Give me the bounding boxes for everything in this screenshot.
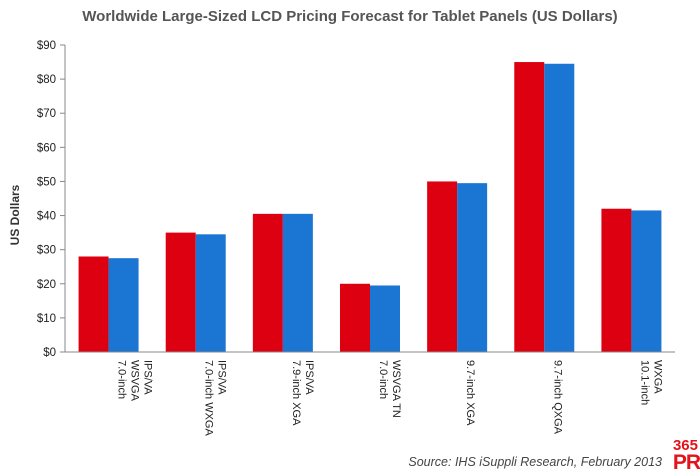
y-tick-label: $0 bbox=[43, 347, 56, 359]
logo-letters: PR bbox=[672, 451, 700, 474]
y-tick-label: $90 bbox=[37, 40, 56, 52]
y-axis-ticks: $0 $10 $20 $30 $40 $50 $60 $70 $80 $90 bbox=[37, 40, 65, 359]
x-tick-label: 7.0-inchWSVGAIPS/VA bbox=[116, 360, 154, 402]
svg-text:7.0-inchWSVGAIPS/VA: 7.0-inchWSVGAIPS/VA bbox=[116, 360, 154, 402]
x-tick-label: 10.1-inchWXGA bbox=[638, 360, 663, 405]
bar-series-1-category-1 bbox=[78, 256, 109, 352]
logo-number: 365 bbox=[672, 437, 698, 454]
bar-series-2-category-3 bbox=[282, 213, 313, 352]
y-tick-label: $70 bbox=[37, 108, 56, 120]
bar-series-1-category-7 bbox=[601, 208, 632, 352]
svg-text:7.9-inch XGAIPS/VA: 7.9-inch XGAIPS/VA bbox=[290, 360, 315, 426]
y-tick-label: $80 bbox=[37, 74, 56, 86]
x-axis-ticks: 7.0-inchWSVGAIPS/VA 7.0-inch WXGAIPS/VA 7.… bbox=[116, 360, 664, 436]
x-tick-label: 7.0-inchWSVGA TN bbox=[377, 360, 402, 418]
bar-series-2-category-5 bbox=[457, 183, 488, 352]
source-note: Source: IHS iSuppli Research, February 2… bbox=[408, 455, 662, 469]
y-tick-label: $50 bbox=[37, 176, 56, 188]
bar-series-1-category-6 bbox=[514, 62, 545, 353]
x-tick-label: 7.9-inch XGAIPS/VA bbox=[290, 360, 315, 426]
x-tick-label: 9.7-inch QXGA bbox=[551, 360, 563, 435]
bar-series-1-category-3 bbox=[252, 213, 283, 352]
bar-series-2-category-4 bbox=[370, 285, 400, 352]
svg-text:9.7-inch QXGA: 9.7-inch QXGA bbox=[551, 360, 563, 435]
bar-series-2-category-7 bbox=[631, 210, 662, 352]
bar-series-2-category-2 bbox=[195, 234, 226, 352]
y-tick-label: $20 bbox=[37, 279, 56, 291]
svg-text:7.0-inch WXGAIPS/VA: 7.0-inch WXGAIPS/VA bbox=[203, 360, 228, 436]
bar-series-1-category-2 bbox=[165, 232, 196, 352]
bar-series-1-category-5 bbox=[427, 181, 458, 352]
bar-series-2-category-1 bbox=[108, 258, 139, 352]
x-tick-label: 9.7-inch XGA bbox=[464, 360, 476, 426]
y-tick-label: $60 bbox=[37, 142, 56, 154]
y-tick-label: $30 bbox=[37, 245, 56, 257]
brand-logo: 365 PR bbox=[660, 437, 700, 475]
y-axis-label: US Dollars bbox=[8, 184, 22, 245]
x-tick-label: 7.0-inch WXGAIPS/VA bbox=[203, 360, 228, 436]
y-tick-label: $10 bbox=[37, 313, 56, 325]
svg-text:9.7-inch XGA: 9.7-inch XGA bbox=[464, 360, 476, 426]
bar-series-1-category-4 bbox=[340, 283, 370, 352]
svg-text:10.1-inchWXGA: 10.1-inchWXGA bbox=[638, 360, 663, 405]
svg-text:7.0-inchWSVGA TN: 7.0-inchWSVGA TN bbox=[377, 360, 402, 418]
bar-series-2-category-6 bbox=[544, 63, 575, 353]
chart-title: Worldwide Large-Sized LCD Pricing Foreca… bbox=[82, 8, 618, 25]
bars bbox=[78, 62, 662, 353]
y-tick-label: $40 bbox=[37, 211, 56, 223]
